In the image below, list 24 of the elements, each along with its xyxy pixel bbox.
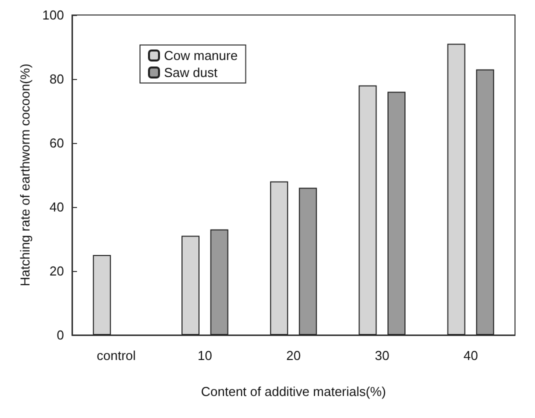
- x-tick-label: 10: [198, 348, 212, 363]
- bar: [210, 229, 228, 335]
- bar: [270, 181, 288, 335]
- bar: [476, 69, 494, 335]
- y-tick-label: 20: [50, 264, 64, 278]
- y-axis-title: Hatching rate of earthworm cocoon(%): [17, 64, 32, 286]
- bar: [298, 188, 317, 335]
- x-tick-label: 20: [286, 348, 301, 363]
- x-tick-label: 40: [463, 348, 478, 363]
- y-tick-label: 40: [50, 200, 64, 214]
- bar: [92, 255, 111, 335]
- legend-label: Saw dust: [164, 65, 218, 80]
- legend-label: Cow manure: [164, 48, 238, 63]
- y-tick-label: 0: [56, 328, 64, 342]
- y-tick-label: 80: [50, 72, 64, 86]
- bar: [447, 44, 466, 335]
- x-tick-label: 30: [374, 348, 390, 363]
- bar: [358, 85, 377, 335]
- x-tick-label: control: [96, 348, 136, 363]
- y-tick-label: 100: [42, 8, 64, 22]
- bar: [388, 92, 406, 335]
- bar: [182, 236, 200, 335]
- y-tick-label: 60: [50, 136, 64, 150]
- x-axis-title: Content of additive materials(%): [201, 384, 386, 399]
